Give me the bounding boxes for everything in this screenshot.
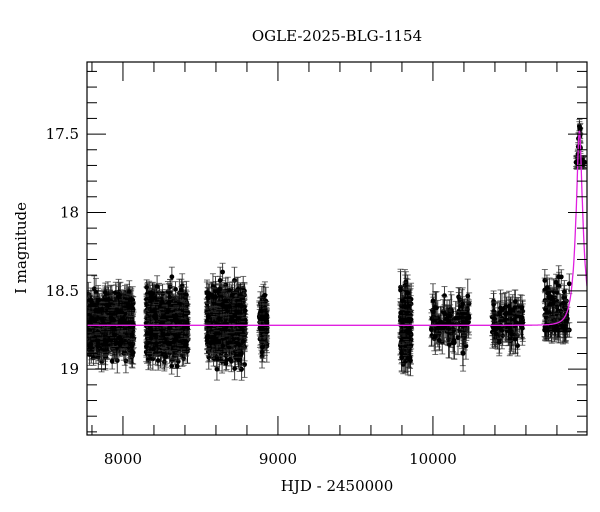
data-points (87, 118, 587, 381)
x-axis-label: HJD - 2450000 (281, 477, 394, 495)
x-tick-label: 10000 (409, 450, 457, 468)
plot-frame (86, 61, 588, 436)
y-tick-label: 18 (60, 203, 79, 221)
y-axis-label: I magnitude (12, 202, 30, 294)
y-axis-tick-labels: 17.5 18 18.5 19 (46, 125, 79, 378)
model-curve (87, 130, 587, 326)
x-tick-label: 8000 (104, 450, 142, 468)
x-tick-label: 9000 (259, 450, 297, 468)
y-tick-label: 17.5 (46, 125, 79, 143)
plot-area (86, 61, 588, 436)
y-tick-label: 19 (60, 360, 79, 378)
y-tick-label: 18.5 (46, 282, 79, 300)
chart-title: OGLE-2025-BLG-1154 (252, 27, 422, 45)
x-axis-tick-labels: 8000 9000 10000 (104, 450, 457, 468)
axis-ticks (87, 62, 587, 435)
